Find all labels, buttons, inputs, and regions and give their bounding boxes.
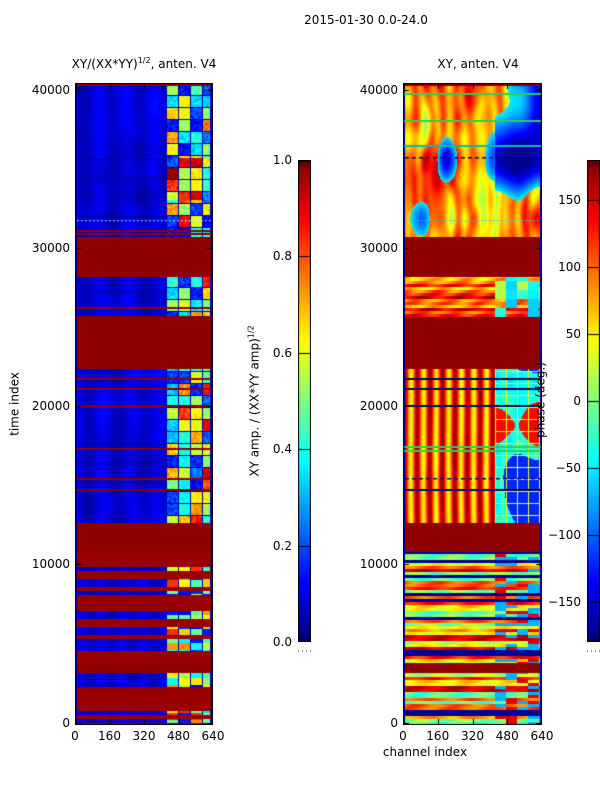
phase-y-tick-label: 20000 bbox=[359, 399, 398, 414]
phase-colorbar-label: phase (deg.) bbox=[533, 362, 548, 438]
amp-colorbar-tick-label: 0.6 bbox=[272, 345, 292, 360]
phase-colorbar-tick-label: 150 bbox=[558, 193, 581, 208]
phase-colorbar-tick-label: 0 bbox=[573, 394, 581, 408]
amp-colorbar-label-superscript: 1/2 bbox=[246, 325, 256, 339]
phase-y-tick-label: 30000 bbox=[359, 240, 398, 255]
amp-colorbar-tick-label: 0.8 bbox=[272, 249, 292, 264]
phase-plot-title: XY, anten. V4 bbox=[437, 58, 518, 71]
figure-title: 2015-01-30 0.0-24.0 bbox=[304, 13, 428, 27]
amp-colorbar-tick-label: 0.4 bbox=[272, 442, 292, 457]
amp-heatmap bbox=[75, 83, 213, 725]
phase-colorbar bbox=[587, 160, 600, 642]
amp-x-tick-label: 480 bbox=[167, 729, 190, 743]
phase-colorbar-label-text: phase (deg.) bbox=[533, 362, 548, 438]
amp-colorbar-tick-label: 1.0 bbox=[272, 153, 292, 167]
amp-colorbar-tick-label: 0.0 bbox=[272, 635, 292, 649]
phase-colorbar-tick-label: −50 bbox=[555, 460, 581, 475]
amp-plot-title: XY/(XX*YY)1/2, anten. V4 bbox=[71, 56, 217, 71]
phase-x-axis-label: channel index bbox=[382, 745, 468, 759]
amp-title-superscript: 1/2 bbox=[137, 56, 151, 65]
phase-x-tick-label: 320 bbox=[461, 729, 484, 743]
phase-x-tick-label: 160 bbox=[426, 729, 450, 743]
amp-colorbar-label-text: XY amp. / (XX*YY amp) bbox=[247, 338, 262, 477]
amp-colorbar-tick-label: 0.2 bbox=[272, 538, 292, 553]
phase-colorbar-tick-label: 100 bbox=[558, 260, 581, 275]
phase-x-tick-label: 0 bbox=[399, 729, 407, 743]
phase-title-text: XY, anten. V4 bbox=[437, 57, 519, 71]
amp-y-axis-label: time index bbox=[7, 372, 22, 436]
phase-y-tick-label: 40000 bbox=[359, 82, 398, 97]
phase-heatmap bbox=[403, 83, 542, 725]
amp-y-tick-label: 0 bbox=[62, 715, 70, 730]
phase-x-tick-label: 480 bbox=[495, 729, 519, 743]
phase-y-tick-label: 0 bbox=[390, 715, 398, 730]
amp-y-tick-label: 10000 bbox=[31, 557, 70, 572]
phase-colorbar-tick-label: 50 bbox=[565, 327, 581, 342]
amp-y-tick-label: 20000 bbox=[31, 399, 70, 414]
amp-x-tick-label: 160 bbox=[98, 729, 121, 743]
phase-colorbar-minor-dots bbox=[587, 650, 600, 652]
amp-y-tick-label: 30000 bbox=[31, 240, 70, 255]
amp-title-suffix: , anten. V4 bbox=[150, 57, 217, 71]
phase-x-tick-label: 640 bbox=[530, 729, 554, 743]
phase-colorbar-tick-label: −100 bbox=[548, 527, 581, 542]
amp-title-text: XY/(XX*YY) bbox=[71, 57, 138, 71]
phase-y-tick-label: 10000 bbox=[359, 557, 398, 572]
phase-colorbar-tick-label: −150 bbox=[548, 594, 581, 609]
amp-x-tick-label: 320 bbox=[132, 729, 156, 743]
amp-x-tick-label: 0 bbox=[71, 729, 79, 743]
amp-x-tick-label: 640 bbox=[201, 729, 225, 743]
amp-colorbar-label: XY amp. / (XX*YY amp)1/2 bbox=[246, 325, 262, 477]
amp-colorbar-minor-dots bbox=[298, 650, 311, 652]
amp-y-tick-label: 40000 bbox=[31, 82, 70, 97]
amp-colorbar bbox=[298, 160, 311, 642]
